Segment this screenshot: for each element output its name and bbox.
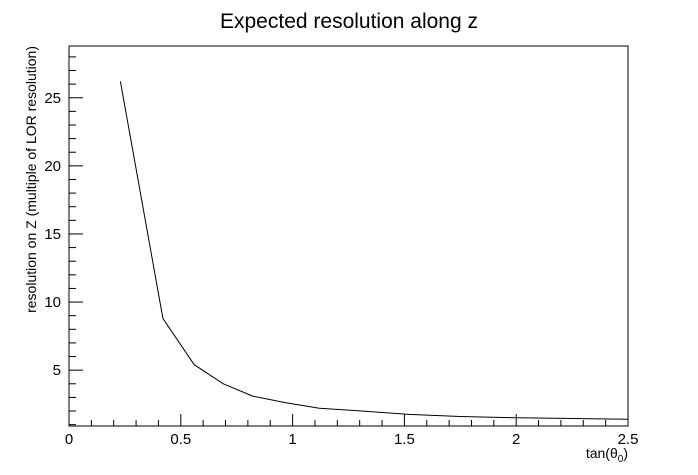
x-tick-label: 1.5 xyxy=(394,431,415,448)
x-tick-label: 2 xyxy=(512,431,520,448)
series-line xyxy=(119,81,629,420)
y-tick-label: 5 xyxy=(53,362,61,379)
y-tick-label: 15 xyxy=(44,226,61,243)
x-axis-label: tan(θ0) xyxy=(586,445,628,465)
x-tick-label: 1 xyxy=(288,431,296,448)
y-tick-label: 20 xyxy=(44,158,61,175)
x-tick-label: 0 xyxy=(65,431,73,448)
y-tick-label: 10 xyxy=(44,294,61,311)
x-axis-label-close: ) xyxy=(623,445,628,461)
y-axis-label: resolution on Z (multiple of LOR resolut… xyxy=(23,46,39,313)
x-axis: 0 0.5 1 1.5 2 2.5 xyxy=(65,414,639,448)
series-layer xyxy=(119,81,629,420)
x-tick-label: 0.5 xyxy=(170,431,191,448)
x-axis-label-sub: 0 xyxy=(618,454,624,465)
y-axis: 5 10 15 20 25 xyxy=(44,56,83,426)
plot-frame xyxy=(68,45,629,427)
x-axis-label-base: tan(θ xyxy=(586,445,618,461)
y-tick-label: 25 xyxy=(44,90,61,107)
x-tick-label: 2.5 xyxy=(618,431,639,448)
chart-title: Expected resolution along z xyxy=(220,10,478,33)
